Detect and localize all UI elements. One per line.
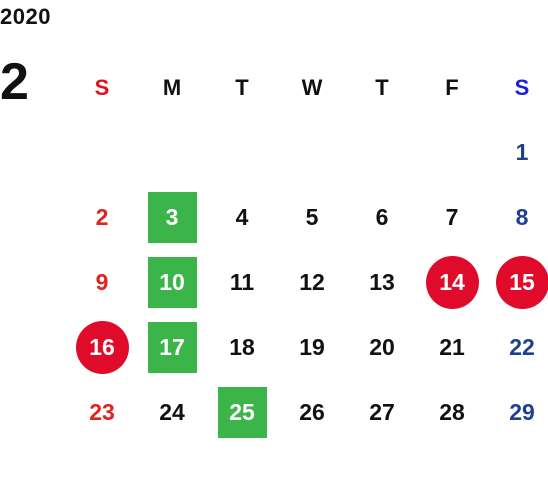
calendar-grid: S M T W T F S 1 2 3 4 5 6 7 8 9 10 11 12… (67, 55, 548, 445)
day-number: 5 (305, 204, 319, 230)
day-cell: 7 (417, 185, 487, 250)
day-cell: 19 (277, 315, 347, 380)
day-number: 12 (299, 269, 325, 295)
day-number (217, 128, 267, 178)
day-cell (417, 120, 487, 185)
day-cell: 23 (67, 380, 137, 445)
day-cell: 16 (67, 315, 137, 380)
day-cell: 4 (207, 185, 277, 250)
day-cell: 11 (207, 250, 277, 315)
day-number (77, 128, 127, 178)
day-number-highlight-red: 16 (75, 321, 129, 374)
day-number: 7 (445, 204, 459, 230)
day-cell: 17 (137, 315, 207, 380)
day-number: 28 (439, 399, 465, 425)
day-number: 6 (375, 204, 389, 230)
day-number-highlight-green: 25 (217, 387, 267, 438)
day-number-highlight-red: 15 (495, 256, 548, 309)
day-number: 13 (369, 269, 395, 295)
month-number: 2 (0, 53, 29, 111)
day-number: 23 (89, 399, 115, 425)
day-cell: 13 (347, 250, 417, 315)
day-cell: 8 (487, 185, 548, 250)
weekday-header-friday: F (445, 74, 459, 100)
day-number (147, 128, 197, 178)
day-number: 8 (515, 204, 529, 230)
day-cell: 25 (207, 380, 277, 445)
weekday-header-monday: M (162, 74, 182, 100)
day-number (287, 128, 337, 178)
day-cell (277, 120, 347, 185)
day-cell: 15 (487, 250, 548, 315)
day-cell: 1 (487, 120, 548, 185)
day-cell: 29 (487, 380, 548, 445)
year-label: 2020 (0, 4, 51, 29)
day-number: 29 (509, 399, 535, 425)
day-cell: 26 (277, 380, 347, 445)
day-number: 19 (299, 334, 325, 360)
day-cell: 6 (347, 185, 417, 250)
day-cell: 3 (137, 185, 207, 250)
day-number: 21 (439, 334, 465, 360)
day-cell (137, 120, 207, 185)
day-number: 26 (299, 399, 325, 425)
day-cell: 24 (137, 380, 207, 445)
day-cell: 12 (277, 250, 347, 315)
day-cell: 22 (487, 315, 548, 380)
day-number-highlight-green: 3 (147, 192, 197, 243)
day-number: 18 (229, 334, 255, 360)
day-number: 27 (369, 399, 395, 425)
weekday-header-saturday: S (514, 74, 530, 100)
day-cell: 28 (417, 380, 487, 445)
day-number: 1 (515, 139, 529, 165)
weekday-header-thursday: T (375, 74, 389, 100)
day-number (357, 128, 407, 178)
day-cell: 20 (347, 315, 417, 380)
day-cell: 2 (67, 185, 137, 250)
day-number: 9 (95, 269, 109, 295)
day-cell: 5 (277, 185, 347, 250)
day-cell: 9 (67, 250, 137, 315)
day-number: 24 (159, 399, 185, 425)
day-number: 20 (369, 334, 395, 360)
day-cell (207, 120, 277, 185)
day-cell: 14 (417, 250, 487, 315)
weekday-header-tuesday: T (235, 74, 249, 100)
day-number (427, 128, 477, 178)
day-number: 22 (509, 334, 535, 360)
day-number-highlight-red: 14 (425, 256, 479, 309)
day-number: 11 (229, 269, 255, 295)
weekday-header-sunday: S (94, 74, 110, 100)
day-number: 2 (95, 204, 109, 230)
weekday-header-wednesday: W (301, 74, 323, 100)
day-number: 4 (235, 204, 249, 230)
day-cell: 21 (417, 315, 487, 380)
day-cell: 18 (207, 315, 277, 380)
day-cell (347, 120, 417, 185)
day-number-highlight-green: 17 (147, 322, 197, 373)
day-number-highlight-green: 10 (147, 257, 197, 308)
day-cell (67, 120, 137, 185)
day-cell: 10 (137, 250, 207, 315)
day-cell: 27 (347, 380, 417, 445)
